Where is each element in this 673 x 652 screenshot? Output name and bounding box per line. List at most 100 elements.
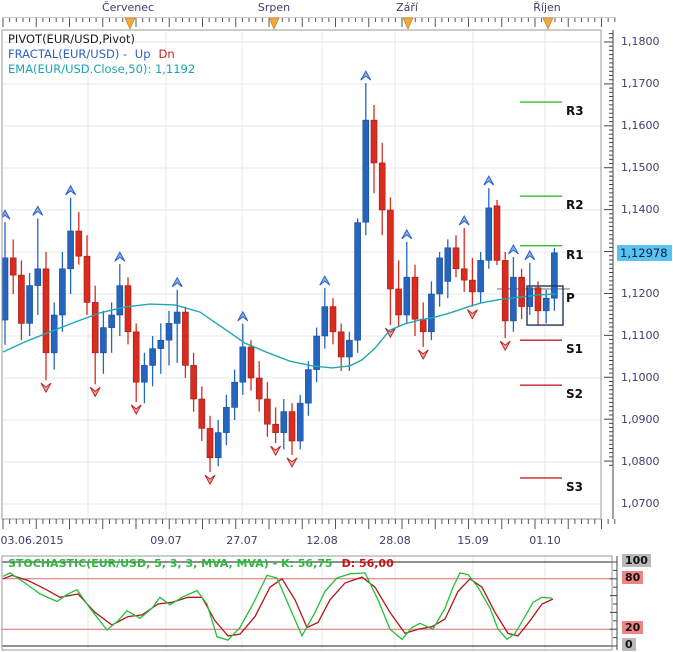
stochastic-legend-d: D: 56,00 <box>341 557 394 570</box>
fractal-down-icon <box>286 457 298 468</box>
pivot-label-R2: R2 <box>566 198 584 213</box>
fractal-up-icon <box>507 244 519 255</box>
pivot-label-S2: S2 <box>566 387 583 402</box>
candle-body <box>485 207 493 261</box>
month-marker-icon <box>402 17 414 30</box>
candle-body <box>231 381 238 408</box>
fractal-down-icon <box>130 404 142 415</box>
top-time-ruler[interactable] <box>2 17 616 30</box>
stochastic-plot-area[interactable] <box>2 556 612 650</box>
price-axis-label: 1,1600 <box>621 119 660 132</box>
candle-body <box>42 268 50 354</box>
legend-fractal-text: FRACTAL(EUR/USD) - <box>8 47 131 61</box>
candle-body <box>477 260 484 293</box>
candle-body <box>26 285 33 324</box>
stoch-scale-label: 80 <box>622 570 644 584</box>
candle-body <box>157 339 165 349</box>
candle-body <box>59 268 66 316</box>
price-axis-label: 1,0900 <box>621 413 660 426</box>
candle-body <box>9 257 17 276</box>
current-price-tag: 1,12978 <box>617 244 672 261</box>
price-axis-label: 1,1800 <box>621 35 660 48</box>
candle-body <box>18 274 25 324</box>
candle-body <box>116 285 124 316</box>
candle-body <box>378 162 386 211</box>
candle-body <box>182 311 189 366</box>
fractal-up-icon <box>2 209 11 220</box>
fractal-up-icon <box>32 205 44 216</box>
candle-body <box>75 230 83 257</box>
candle-body <box>198 398 206 429</box>
stoch-scale-label: 100 <box>622 554 651 567</box>
consolidation-box[interactable] <box>526 285 564 326</box>
candle-body <box>296 402 304 442</box>
candle-body <box>132 331 140 383</box>
candle-body <box>493 205 501 261</box>
stoch-scale-label: 20 <box>622 621 644 635</box>
pivot-label-R3: R3 <box>566 104 584 119</box>
stochastic-legend: STOCHASTIC(EUR/USD, 5, 3, 3, MVA, MVA) -… <box>8 557 394 570</box>
indicator-legend: PIVOT(EUR/USD,Pivot) FRACTAL(EUR/USD) - … <box>8 32 195 77</box>
candle-body <box>108 314 115 328</box>
candle-body <box>83 255 91 303</box>
month-label: Červenec <box>101 1 155 14</box>
candle-body <box>452 247 460 270</box>
candle-body <box>100 327 107 354</box>
legend-fractal-up: Up <box>134 47 151 61</box>
candle-body <box>280 411 288 433</box>
date-axis-label: 27.07 <box>226 534 258 547</box>
candle-body <box>403 276 411 316</box>
candle-body <box>214 432 222 459</box>
price-axis-label: 1,0700 <box>621 497 660 510</box>
month-label: Říjen <box>533 1 561 14</box>
candle-body <box>305 369 312 404</box>
month-marker-icon <box>542 17 554 30</box>
candle-body <box>469 279 476 293</box>
legend-ema-text: EMA(EUR/USD.Close,50): 1,1192 <box>8 62 196 76</box>
date-axis-label: 01.10 <box>529 534 561 547</box>
candle-body <box>124 285 132 333</box>
candle-body <box>272 423 279 433</box>
fractal-down-icon <box>270 445 282 457</box>
stoch-right-ruler[interactable] <box>610 556 618 650</box>
candle-body <box>149 348 156 366</box>
candle-body <box>2 257 9 321</box>
date-axis-label: 28.08 <box>379 534 411 547</box>
legend-fractal-line: FRACTAL(EUR/USD) - Up Dn <box>8 47 195 62</box>
fractal-down-icon <box>417 349 429 360</box>
stochastic-legend-k: STOCHASTIC(EUR/USD, 5, 3, 3, MVA, MVA) -… <box>8 557 333 570</box>
fractal-down-icon <box>466 309 478 320</box>
right-price-ruler[interactable] <box>604 30 614 519</box>
candle-body <box>387 209 394 290</box>
stoch-scale-label: 0 <box>622 638 636 651</box>
fractal-up-icon <box>483 175 495 186</box>
candle-body <box>165 323 173 341</box>
candle-body <box>91 302 99 354</box>
candle-body <box>370 119 378 164</box>
main-plot-area[interactable] <box>0 30 601 519</box>
month-marker-icon <box>124 17 136 30</box>
legend-fractal-dn: Dn <box>158 47 175 61</box>
fractal-down-icon <box>89 386 101 398</box>
candle-body <box>526 287 534 307</box>
bottom-time-ruler[interactable] <box>2 519 616 529</box>
month-label: Září <box>396 1 418 14</box>
pivot-label-S3: S3 <box>566 479 583 494</box>
candle-body <box>337 331 345 358</box>
candle-body <box>411 276 419 320</box>
candle-body <box>362 119 370 223</box>
candle-body <box>444 247 452 282</box>
candle-body <box>518 276 525 307</box>
candle-body <box>428 293 435 333</box>
price-axis-label: 1,1200 <box>621 287 660 300</box>
candle-body <box>395 288 402 316</box>
candle-body <box>239 346 247 383</box>
fractal-down-icon <box>204 474 216 486</box>
fractal-up-icon <box>171 276 183 288</box>
candle-body <box>510 276 517 322</box>
candle-body <box>141 365 148 383</box>
ema-line <box>2 293 557 369</box>
price-axis-label: 1,1100 <box>621 329 660 342</box>
